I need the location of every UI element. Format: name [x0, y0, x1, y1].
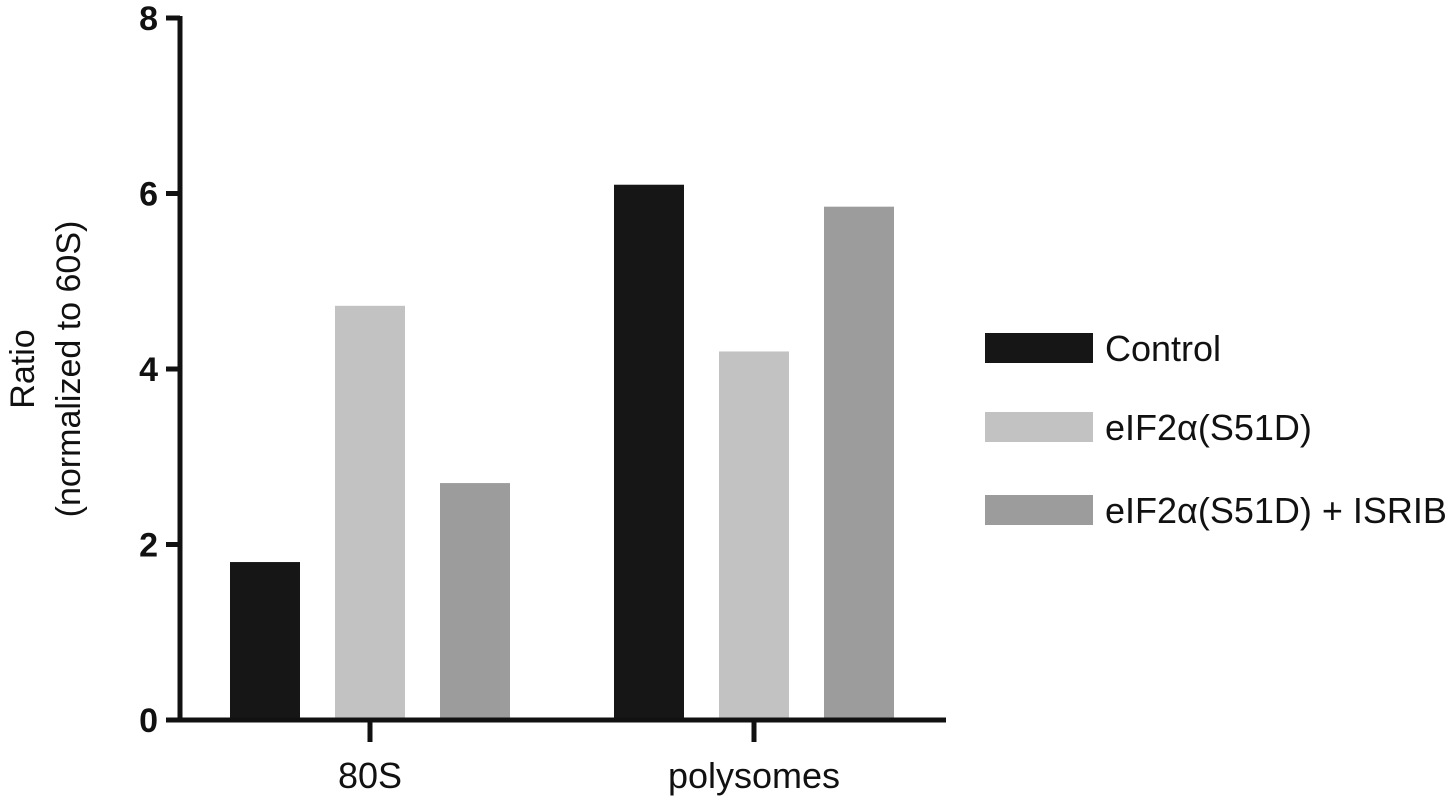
y-tick-label: 8	[139, 0, 158, 38]
bar-80s-series-3	[440, 483, 510, 720]
bar-80s-series-2	[335, 305, 405, 720]
legend-swatch	[985, 495, 1093, 525]
legend-label: Control	[1105, 328, 1221, 369]
x-category-label: 80S	[338, 755, 402, 796]
x-ticks: 80S polysomes	[338, 720, 840, 796]
x-category-label: polysomes	[668, 755, 840, 796]
bar-80s-series-1	[230, 562, 300, 720]
y-axis-title-line2: (normalized to 60S)	[50, 221, 88, 518]
bars-layer	[230, 184, 894, 721]
legend: Control eIF2α(S51D) eIF2α(S51D) + ISRIB	[985, 328, 1447, 531]
bar-polysomes-series-1	[614, 184, 684, 721]
y-axis-title: Ratio (normalized to 60S)	[4, 221, 88, 518]
bar-polysomes-series-3	[824, 206, 894, 721]
legend-label: eIF2α(S51D) + ISRIB	[1105, 490, 1447, 531]
y-ticks: 0 2 4 6 8	[139, 0, 180, 740]
legend-swatch	[985, 412, 1093, 442]
bar-polysomes-series-2	[719, 351, 789, 720]
y-axis-title-line1: Ratio	[4, 329, 42, 408]
y-tick-label: 4	[139, 351, 158, 389]
legend-label: eIF2α(S51D)	[1105, 407, 1312, 448]
legend-swatch	[985, 333, 1093, 363]
y-tick-label: 0	[139, 702, 158, 740]
y-tick-label: 2	[139, 527, 158, 565]
y-tick-label: 6	[139, 176, 158, 214]
